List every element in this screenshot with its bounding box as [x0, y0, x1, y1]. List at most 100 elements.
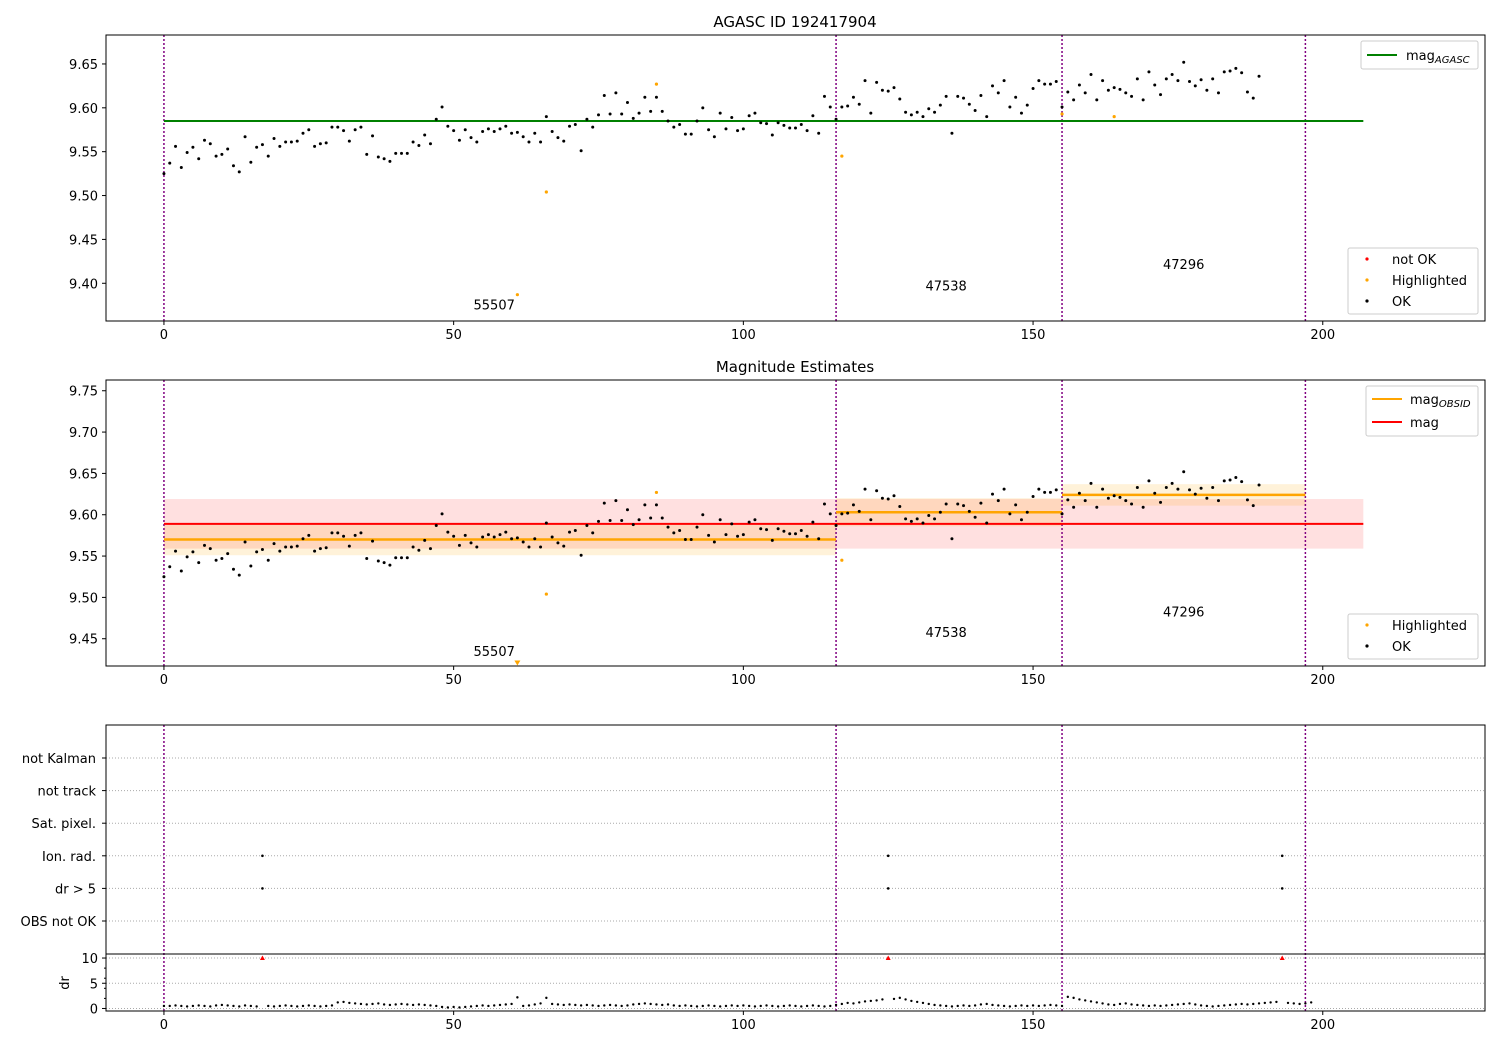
x-tick-label: 150 — [1021, 1018, 1046, 1033]
dr-point — [1084, 999, 1087, 1002]
dr-point — [377, 1002, 380, 1005]
ok-point — [666, 119, 670, 123]
dr-point — [411, 1003, 415, 1007]
legend-entry-ok: OK — [1392, 640, 1411, 655]
ok-point — [956, 94, 960, 98]
ok-point — [481, 130, 485, 134]
ok-point — [770, 133, 774, 137]
ok-point — [1222, 70, 1226, 74]
ok-point — [214, 558, 218, 562]
y-tick-label: 9.60 — [69, 509, 98, 524]
ok-point — [1199, 486, 1203, 490]
ok-point — [1240, 480, 1244, 484]
dr-point — [1257, 1002, 1261, 1005]
ok-point — [1182, 60, 1186, 64]
dr-point — [1286, 1001, 1290, 1005]
legend-top: magOBSID mag — [1365, 385, 1479, 437]
dr-point — [962, 1004, 965, 1007]
highlighted-point — [840, 154, 844, 158]
ok-point — [672, 531, 676, 535]
ok-point — [504, 530, 508, 534]
ok-point — [1205, 496, 1209, 500]
x-tick-label: 0 — [160, 1018, 168, 1033]
ok-point — [400, 151, 403, 155]
dr-point — [904, 998, 907, 1001]
ok-point — [788, 532, 792, 536]
dr-point — [353, 1002, 357, 1005]
dr-point — [915, 1000, 919, 1004]
dr-point — [336, 1001, 339, 1004]
dr-point — [423, 1003, 426, 1007]
ok-point — [637, 518, 641, 522]
ok-point — [539, 545, 543, 549]
dr-point — [284, 1004, 287, 1007]
dr-point — [1165, 1004, 1168, 1007]
ok-point — [440, 105, 444, 109]
dr-point — [267, 1004, 270, 1008]
dr-point — [985, 1002, 988, 1006]
ok-point — [996, 91, 1000, 95]
ok-point — [1031, 495, 1035, 499]
dr-point — [481, 1004, 484, 1007]
ok-point — [736, 534, 740, 538]
ok-point — [1037, 79, 1041, 83]
ok-point — [765, 528, 769, 532]
ok-point — [927, 514, 931, 518]
ok-point — [643, 503, 647, 507]
dr-point — [782, 1004, 786, 1008]
ok-point — [220, 557, 224, 561]
dr-point — [1304, 1002, 1307, 1005]
ok-point — [846, 511, 850, 515]
ok-point — [214, 154, 218, 158]
dr-point — [1292, 1002, 1295, 1005]
dr-point — [1002, 1004, 1006, 1008]
dr-point — [800, 1005, 803, 1008]
ok-point — [880, 496, 884, 500]
ok-point — [1014, 95, 1018, 99]
ok-point — [365, 152, 369, 156]
ok-point — [602, 501, 606, 505]
ok-point — [1072, 98, 1076, 102]
legend-entry-not-ok: not OK — [1392, 253, 1437, 268]
ok-point — [174, 144, 178, 148]
x-tick-label: 150 — [1021, 328, 1046, 343]
ok-point — [162, 172, 166, 176]
obsid-label: 55507 — [474, 645, 515, 660]
dr-point — [1217, 1004, 1220, 1008]
ok-point — [1257, 483, 1261, 487]
ok-point — [295, 139, 299, 143]
ok-point — [469, 136, 473, 140]
dr-point — [1037, 1004, 1041, 1008]
dr-point — [678, 1004, 681, 1008]
ok-point — [544, 521, 548, 525]
dr-point — [394, 1003, 397, 1006]
ok-point — [203, 543, 206, 547]
ok-point — [840, 512, 844, 516]
dr-point — [730, 1004, 733, 1007]
ok-point — [562, 544, 566, 548]
obsid-label: 55507 — [474, 299, 515, 314]
ok-point — [909, 113, 913, 117]
dr-point — [1234, 1003, 1238, 1006]
legend-entry-highlighted: Highlighted — [1392, 274, 1467, 289]
ok-point — [1002, 487, 1006, 491]
y-tick-label: 9.55 — [69, 550, 98, 565]
dr-point — [626, 1004, 629, 1007]
ok-point — [556, 136, 560, 140]
ok-point — [938, 103, 942, 107]
dr-point — [545, 996, 548, 1000]
dr-point — [950, 1005, 954, 1008]
ok-point — [863, 487, 867, 491]
ok-point — [712, 135, 716, 139]
ok-point — [591, 125, 595, 129]
dr-point — [713, 1004, 716, 1008]
ok-point — [967, 102, 971, 106]
ok-point — [1008, 105, 1012, 109]
ok-point — [191, 550, 195, 554]
dr-point — [197, 1004, 200, 1007]
legend-bottom: not OK Highlighted OK — [1347, 247, 1479, 315]
dr-point — [597, 1004, 600, 1008]
dr-point — [1205, 1004, 1209, 1008]
ok-point — [811, 114, 815, 118]
ok-point — [307, 533, 311, 537]
